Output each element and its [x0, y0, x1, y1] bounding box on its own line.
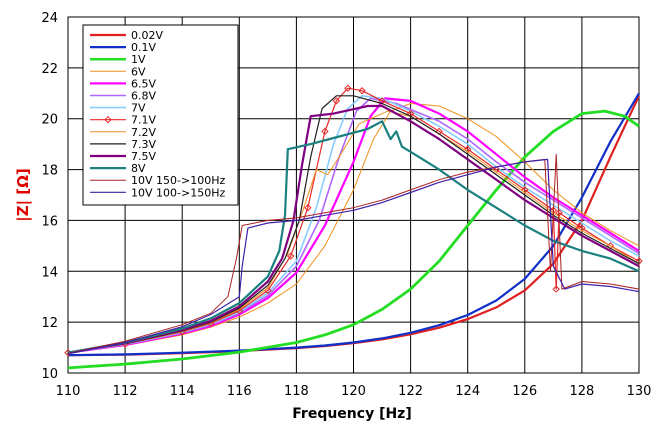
legend-label-2: 1V — [131, 53, 146, 66]
legend-label-10: 7.5V — [131, 150, 156, 163]
x-tick-label: 128 — [569, 384, 594, 399]
series-line-7 — [67, 87, 640, 354]
series-line-2 — [67, 109, 640, 370]
legend-label-0: 0.02V — [131, 29, 163, 42]
x-tick-label: 126 — [512, 384, 537, 399]
y-tick-label: 24 — [41, 11, 58, 26]
y-tick-label: 20 — [41, 113, 58, 128]
series-line-1 — [67, 92, 640, 357]
series-marker-7 — [321, 127, 329, 136]
legend-box — [82, 24, 239, 206]
series-line-6 — [67, 95, 640, 354]
x-tick-labels: 110 112 114 116 118 120 122 124 126 128 130 — [56, 384, 652, 399]
legend-label-9: 7.3V — [131, 138, 156, 151]
x-tick-label: 116 — [227, 384, 252, 399]
series-marker-7 — [286, 252, 295, 260]
legend-label-5: 6.8V — [131, 90, 156, 103]
y-tick-label: 14 — [41, 265, 58, 280]
x-tick-label: 114 — [170, 384, 195, 399]
x-tick-label: 110 — [56, 384, 81, 399]
legend-label-13: 10V 100->150Hz — [131, 186, 225, 199]
legend-label-1: 0.1V — [131, 41, 156, 54]
series-line-4 — [67, 97, 640, 354]
series-marker-7 — [332, 97, 341, 105]
series-lines — [64, 84, 643, 370]
legend-label-11: 8V — [131, 162, 146, 175]
x-tick-label: 122 — [398, 384, 423, 399]
series-line-12 — [67, 153, 640, 354]
legend-label-7: 7.1V — [131, 114, 156, 127]
series-marker-7 — [635, 257, 643, 265]
y-axis-label: |Z| [Ω] — [14, 168, 33, 222]
legend: 0.02V0.1V1V6V6.5V6.8V7V7.1V7.2V7.3V7.5V8… — [82, 24, 239, 206]
series-line-9 — [67, 95, 640, 354]
series-marker-7 — [358, 87, 366, 95]
legend-label-4: 6.5V — [131, 77, 156, 90]
series-line-13 — [67, 158, 640, 355]
y-tick-label: 18 — [41, 164, 58, 179]
grid-lines — [67, 16, 640, 374]
legend-label-8: 7.2V — [131, 126, 156, 139]
series-marker-7 — [304, 204, 312, 212]
series-line-11 — [67, 120, 640, 354]
x-tick-label: 124 — [455, 384, 480, 399]
y-tick-label: 12 — [41, 316, 58, 331]
x-tick-label: 120 — [341, 384, 366, 399]
y-tick-label: 22 — [41, 62, 58, 77]
legend-label-12: 10V 150->100Hz — [131, 174, 225, 187]
series-line-10 — [67, 104, 640, 354]
y-tick-label: 10 — [41, 367, 58, 382]
x-axis-label: Frequency [Hz] — [292, 406, 411, 422]
series-line-8 — [67, 110, 640, 354]
x-tick-label: 130 — [627, 384, 652, 399]
legend-label-3: 6V — [131, 65, 146, 78]
x-tick-label: 112 — [113, 384, 138, 399]
y-tick-labels: 10 12 14 16 18 20 22 24 — [41, 11, 58, 382]
series-marker-7 — [344, 84, 352, 92]
x-tick-label: 118 — [284, 384, 309, 399]
series-marker-7 — [552, 285, 560, 293]
legend-label-6: 7V — [131, 102, 146, 115]
legend-marker-7 — [104, 115, 112, 124]
y-tick-label: 16 — [41, 214, 58, 229]
